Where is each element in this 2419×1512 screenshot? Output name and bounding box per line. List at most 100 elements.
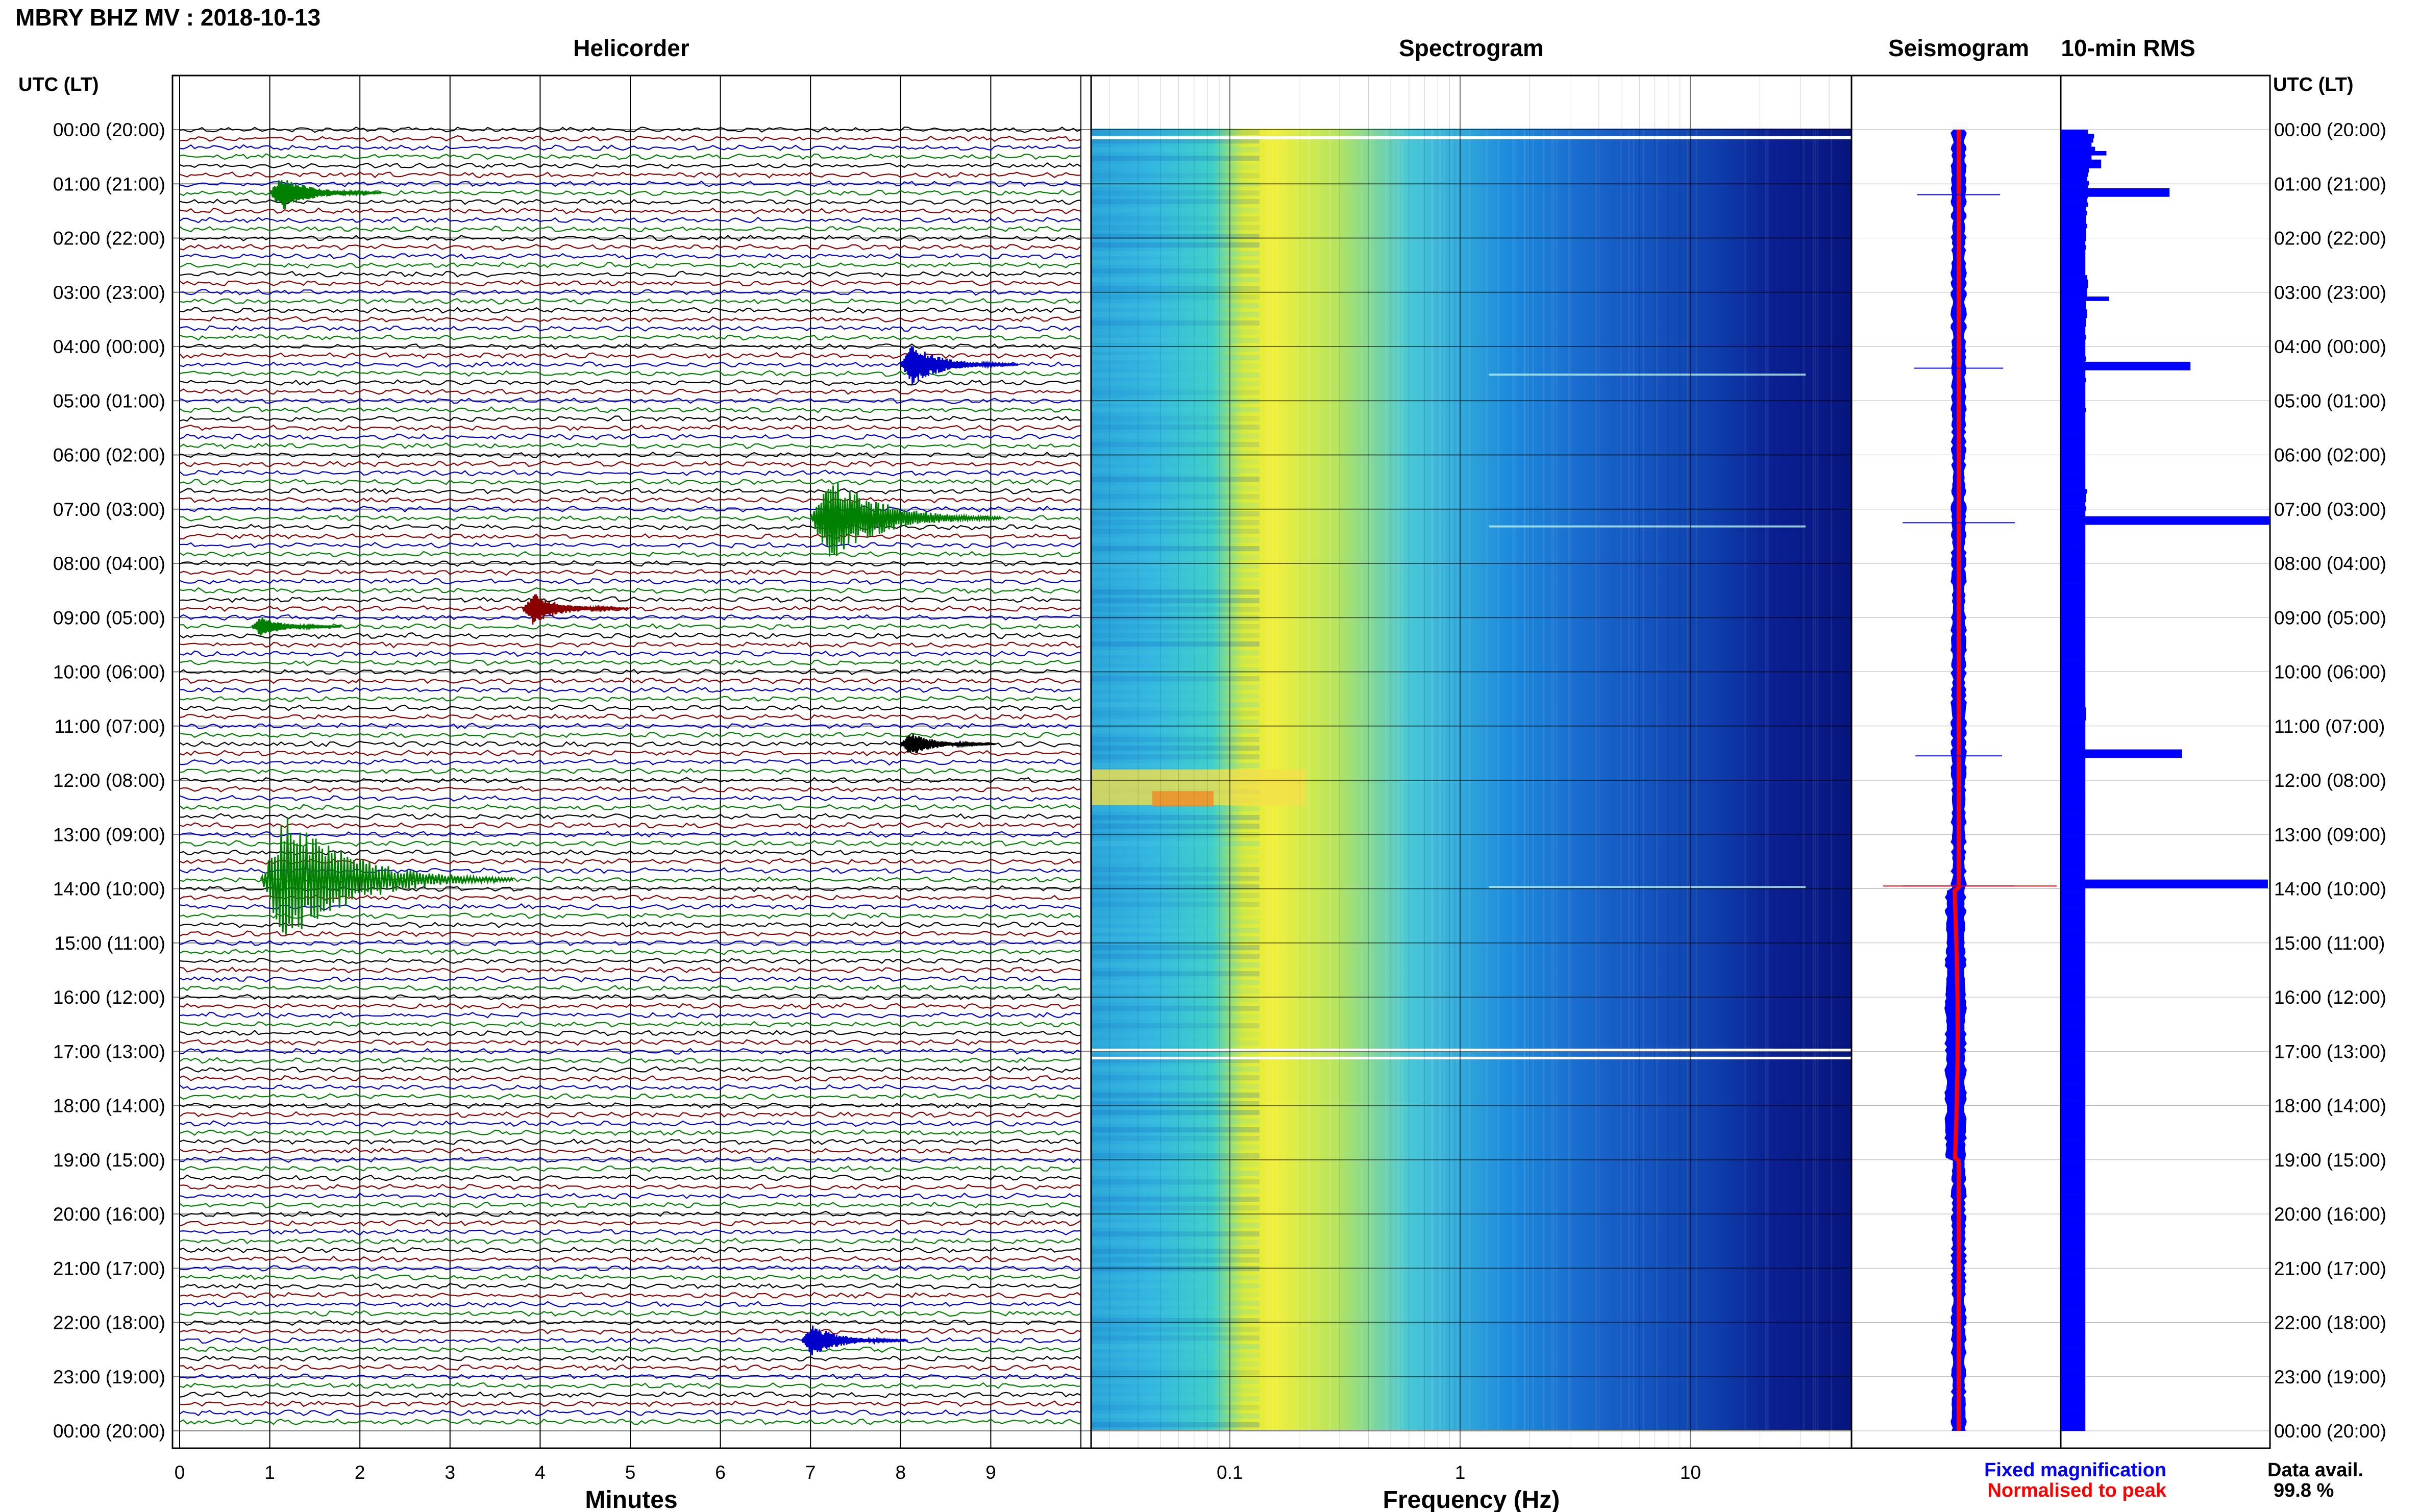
rms-panel [2060, 75, 2271, 1449]
spectrogram-low-frequency-band [1091, 1058, 1260, 1063]
rms-bar [2061, 335, 2086, 340]
spectrogram-low-frequency-band [1091, 138, 1260, 144]
rms-bar [2061, 596, 2086, 601]
helicorder-trace-line [179, 451, 1081, 458]
rms-bar [2061, 1011, 2086, 1016]
spectrogram-low-frequency-band [1091, 1422, 1260, 1428]
rms-bar [2061, 549, 2086, 554]
rms-bar [2061, 814, 2086, 819]
rms-bar [2061, 498, 2086, 503]
rms-bar [2061, 865, 2086, 871]
spectrogram-low-frequency-band [1091, 555, 1260, 560]
rms-bar [2061, 1324, 2086, 1328]
time-tick-label-left: 17:00 (13:00) [53, 1041, 165, 1062]
rms-bar [2061, 1242, 2086, 1247]
legend-normalised-to-peak: Normalised to peak [1987, 1480, 2166, 1501]
time-tick-label-left: 19:00 (15:00) [53, 1150, 165, 1171]
rms-bar [2061, 1298, 2086, 1303]
seismogram-title: Seismogram [1888, 35, 2029, 61]
spectrogram-low-frequency-band [1091, 1223, 1260, 1228]
helicorder-x-tick-label: 7 [805, 1462, 816, 1483]
rms-bar [2061, 433, 2086, 438]
rms-bar [2061, 1148, 2086, 1153]
rms-bar [2061, 587, 2086, 592]
rms-bar [2061, 1020, 2086, 1025]
rms-bar [2061, 159, 2102, 164]
helicorder-trace-line [179, 948, 1081, 955]
rms-bar [2061, 1054, 2086, 1059]
figure-title: MBRY BHZ MV : 2018-10-13 [15, 4, 320, 31]
rms-bar [2061, 896, 2086, 901]
spectrogram-low-frequency-band [1091, 1335, 1260, 1341]
rms-gridlines [2061, 129, 2270, 1431]
time-tick-label-right: 18:00 (14:00) [2274, 1096, 2386, 1117]
time-tick-label-left: 04:00 (00:00) [53, 336, 165, 357]
helicorder-trace-line [179, 623, 1081, 630]
rms-bar [2061, 1118, 2086, 1123]
rms-bar [2061, 1383, 2086, 1389]
time-tick-label-left: 10:00 (06:00) [53, 662, 165, 683]
rms-bar [2061, 686, 2086, 691]
rms-bar [2061, 737, 2086, 742]
helicorder-trace-line [179, 1265, 1081, 1272]
rms-bar [2061, 1046, 2086, 1050]
rms-bar [2061, 626, 2086, 631]
rms-bar [2061, 301, 2086, 306]
rms-bar [2061, 1234, 2086, 1238]
rms-bar [2061, 955, 2086, 960]
spectrogram-low-frequency-band [1091, 850, 1260, 855]
rms-bar [2061, 1093, 2086, 1098]
helicorder-trace-line [179, 207, 1081, 215]
rms-bar [2061, 579, 2086, 584]
rms-bar [2061, 870, 2086, 875]
rms-bar [2061, 917, 2086, 922]
time-tick-label-left: 20:00 (16:00) [53, 1204, 165, 1225]
rms-bar [2061, 489, 2087, 494]
rms-bar [2061, 1041, 2086, 1046]
spectrogram-low-frequency-band [1091, 1023, 1260, 1029]
spectrogram-low-frequency-band [1091, 581, 1260, 586]
helicorder-trace-line [179, 370, 1081, 377]
spectrogram-data-gap [1091, 1056, 1852, 1059]
rms-bar [2061, 374, 2086, 378]
spectrogram-low-frequency-band [1091, 1214, 1260, 1220]
rms-bar [2061, 994, 2086, 999]
rms-bar [2061, 348, 2086, 353]
rms-bar [2061, 1135, 2086, 1140]
spectrogram-low-frequency-band [1091, 1188, 1260, 1194]
time-tick-label-right: 19:00 (15:00) [2274, 1150, 2386, 1171]
legend-fixed-magnification: Fixed magnification [1984, 1459, 2166, 1481]
spectrogram-low-frequency-band [1091, 702, 1260, 708]
helicorder-trace-line [179, 912, 1081, 920]
spectrogram-low-frequency-band [1091, 754, 1260, 760]
seismogram-fixed-trace [1944, 130, 1967, 1431]
rms-bar [2061, 857, 2086, 862]
spectrogram-low-frequency-band [1091, 451, 1260, 456]
spectrogram-low-frequency-band [1091, 1283, 1260, 1289]
spectrogram-low-frequency-band [1091, 720, 1260, 725]
time-tick-label-right: 10:00 (06:00) [2274, 662, 2386, 683]
helicorder-trace-line [179, 614, 1081, 621]
spectrogram-low-frequency-band [1091, 208, 1260, 213]
time-tick-label-left: 06:00 (02:00) [53, 445, 165, 466]
helicorder-trace-line [179, 1129, 1081, 1136]
rms-bar [2061, 1212, 2086, 1217]
helicorder-trace-line [179, 497, 1081, 504]
rms-bar [2061, 1414, 2086, 1419]
helicorder-trace-line [179, 153, 1081, 160]
spectrogram-low-frequency-band [1091, 1153, 1260, 1159]
spectrogram-low-frequency-band [1091, 1275, 1260, 1280]
spectrogram-low-frequency-band [1091, 1309, 1260, 1315]
time-tick-label-left: 15:00 (11:00) [55, 933, 165, 954]
rms-bar [2061, 390, 2086, 395]
spectrogram-low-frequency-band [1091, 607, 1260, 612]
helicorder-trace-line [179, 1165, 1081, 1173]
helicorder-trace-line [179, 524, 1081, 531]
rms-bar [2061, 467, 2086, 473]
time-tick-label-left: 08:00 (04:00) [53, 553, 165, 574]
rms-peak-bar [2061, 879, 2268, 888]
helicorder-trace-line [179, 541, 1081, 549]
helicorder-trace-line [179, 1084, 1081, 1090]
spectrogram-low-frequency-band [1091, 936, 1260, 942]
helicorder-trace-line [179, 1310, 1081, 1317]
